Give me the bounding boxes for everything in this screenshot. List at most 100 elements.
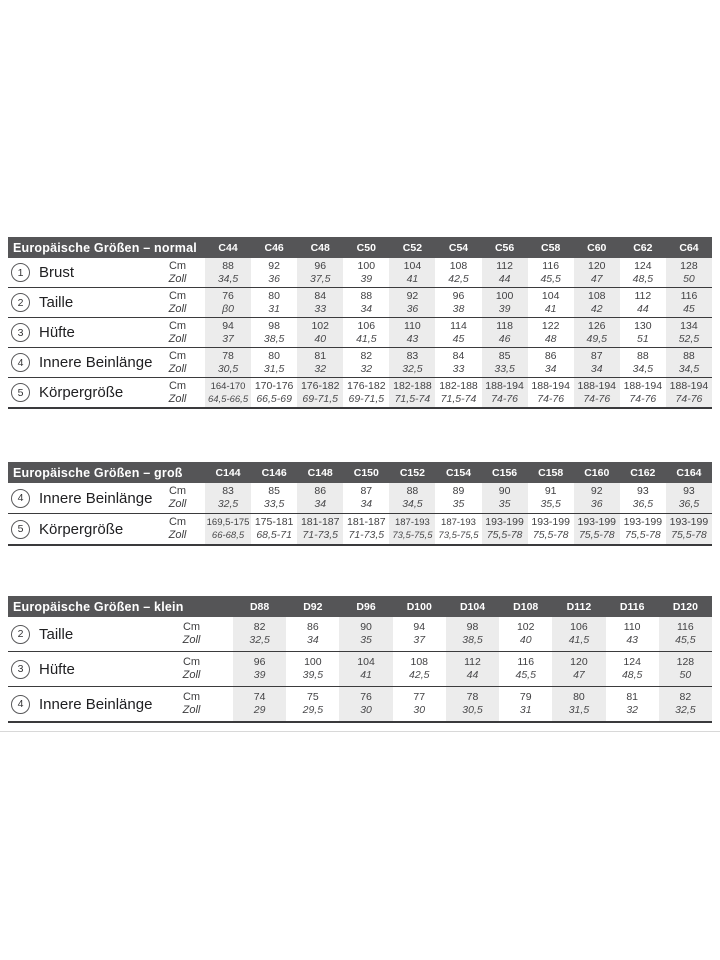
cm-value: 188-194 — [485, 379, 524, 392]
zoll-value: 30,5 — [462, 704, 483, 716]
unit-cell: Cm Zoll — [150, 652, 233, 686]
cm-value: 187-193 — [394, 517, 430, 528]
zoll-value: 38,5 — [263, 332, 285, 345]
value-cell: 87 34 — [573, 348, 620, 377]
value-cell: 104 41 — [339, 652, 393, 686]
value-cell: 89 35 — [435, 483, 481, 513]
table-row: 2 Taille Cm Zoll 76 β0 80 31 84 33 88 34 92 36 96 38 100… — [8, 288, 712, 318]
zoll-value: 44 — [498, 272, 511, 285]
row-number-badge: 5 — [11, 383, 30, 402]
zoll-value: 41,5 — [356, 332, 377, 345]
value-cell: 88 34,5 — [620, 348, 666, 377]
value-cell: 82 32,5 — [233, 617, 287, 651]
value-cell: 193-199 75,5-78 — [620, 514, 666, 544]
value-cell: 188-194 74-76 — [665, 378, 712, 407]
cm-value: 175-181 — [254, 516, 294, 528]
value-cell: 128 50 — [658, 652, 712, 686]
unit-cell: Cm Zoll — [150, 378, 205, 407]
zoll-value: 34,5 — [632, 362, 654, 375]
unit-cm-label: Cm — [168, 516, 187, 528]
value-cell: 106 41,5 — [343, 318, 389, 347]
value-cell: 79 31 — [499, 687, 552, 721]
cm-value: 82 — [679, 691, 692, 703]
cm-value: 85 — [268, 485, 280, 497]
table-row: 2 Taille Cm Zoll 82 32,5 86 34 90 35 94 37 98 38,5 102… — [8, 617, 712, 652]
zoll-value: 68,5-71 — [256, 529, 292, 541]
value-cell: 92 36 — [573, 483, 620, 513]
table-row: 5 Körpergröße Cm Zoll 164-170 64,5-66,5 170-17… — [8, 378, 712, 409]
value-cell: 181-187 71-73,5 — [297, 514, 344, 544]
zoll-value: 43 — [626, 634, 638, 646]
row-label-cell: 3 Hüfte — [8, 318, 150, 347]
zoll-value: 36 — [406, 302, 419, 315]
cm-value: 100 — [304, 656, 322, 668]
value-cell: 104 41 — [528, 288, 574, 317]
unit-cell: Cm Zoll — [150, 258, 205, 287]
zoll-value: 34 — [360, 302, 373, 315]
value-cell: 176-182 69-71,5 — [343, 378, 389, 407]
zoll-value: 51 — [637, 332, 649, 345]
row-number-badge: 3 — [11, 659, 30, 679]
row-label: Taille — [39, 294, 74, 311]
table-row: 5 Körpergröße Cm Zoll 169,5-175 66-68,5 175-18… — [8, 514, 712, 546]
column-header: C44 — [218, 241, 238, 254]
value-cell: 112 44 — [445, 652, 500, 686]
value-cell: 193-199 75,5-78 — [481, 514, 528, 544]
zoll-value: 74-76 — [675, 392, 703, 405]
zoll-value: 71,5-74 — [440, 392, 477, 405]
cm-value: 76 — [360, 691, 372, 703]
zoll-value: 31,5 — [568, 704, 590, 716]
value-cell: 94 37 — [393, 617, 446, 651]
cm-value: 89 — [452, 485, 465, 497]
cm-value: 176-182 — [347, 379, 386, 392]
cm-value: 88 — [360, 289, 373, 302]
value-cell: 88 34,5 — [389, 483, 436, 513]
row-label: Taille — [39, 625, 74, 643]
row-label: Körpergröße — [39, 520, 124, 538]
value-cell: 96 38 — [435, 288, 481, 317]
unit-cell: Cm Zoll — [150, 348, 205, 377]
zoll-value: 34 — [544, 362, 557, 375]
unit-cell: Cm Zoll — [150, 514, 205, 544]
value-cell: 169,5-175 66-68,5 — [205, 514, 252, 544]
column-header: C62 — [633, 241, 653, 254]
zoll-value: 49,5 — [586, 332, 607, 345]
value-cell: 85 33,5 — [481, 348, 528, 377]
table-row: 1 Brust Cm Zoll 88 34,5 92 36 96 37,5 100 39 104 41 10… — [8, 258, 712, 288]
cm-value: 130 — [634, 319, 652, 332]
zoll-value: 66,5-69 — [256, 392, 292, 405]
column-header: D104 — [459, 600, 486, 613]
cm-value: 104 — [403, 259, 422, 272]
value-cell: 182-188 71,5-74 — [389, 378, 436, 407]
zoll-value: 75,5-78 — [486, 529, 523, 541]
value-cell: 110 43 — [606, 617, 659, 651]
cm-value: 128 — [680, 259, 698, 272]
cm-value: 91 — [544, 485, 557, 497]
value-cell: 76 30 — [339, 687, 393, 721]
value-cell: 102 40 — [297, 318, 344, 347]
value-cell: 86 34 — [297, 483, 344, 513]
unit-cm-label: Cm — [168, 319, 187, 332]
cm-value: 88 — [406, 485, 419, 497]
cm-value: 118 — [496, 319, 513, 332]
row-number-badge: 4 — [11, 488, 30, 508]
table-row: 4 Innere Beinlänge Cm Zoll 83 32,5 85 33,5 86 34 8… — [8, 483, 712, 514]
value-cell: 88 34 — [343, 288, 389, 317]
value-cell: 108 42,5 — [393, 652, 446, 686]
cm-value: 84 — [452, 349, 465, 362]
zoll-value: 50 — [679, 669, 692, 681]
cm-value: 94 — [413, 621, 426, 633]
zoll-value: 29,5 — [302, 704, 324, 716]
value-cell: 110 43 — [389, 318, 436, 347]
zoll-value: 33,5 — [263, 498, 285, 510]
zoll-value: 36,5 — [632, 498, 654, 510]
value-cell: 170-176 66,5-69 — [251, 378, 297, 407]
row-label: Innere Beinlänge — [39, 354, 153, 371]
value-cell: 100 39 — [343, 258, 389, 287]
column-header: D88 — [249, 600, 270, 613]
cm-value: 80 — [268, 349, 280, 362]
value-cell: 86 34 — [528, 348, 574, 377]
cm-value: 96 — [452, 289, 465, 302]
cm-value: 80 — [268, 289, 280, 302]
zoll-value: 35 — [360, 634, 372, 646]
